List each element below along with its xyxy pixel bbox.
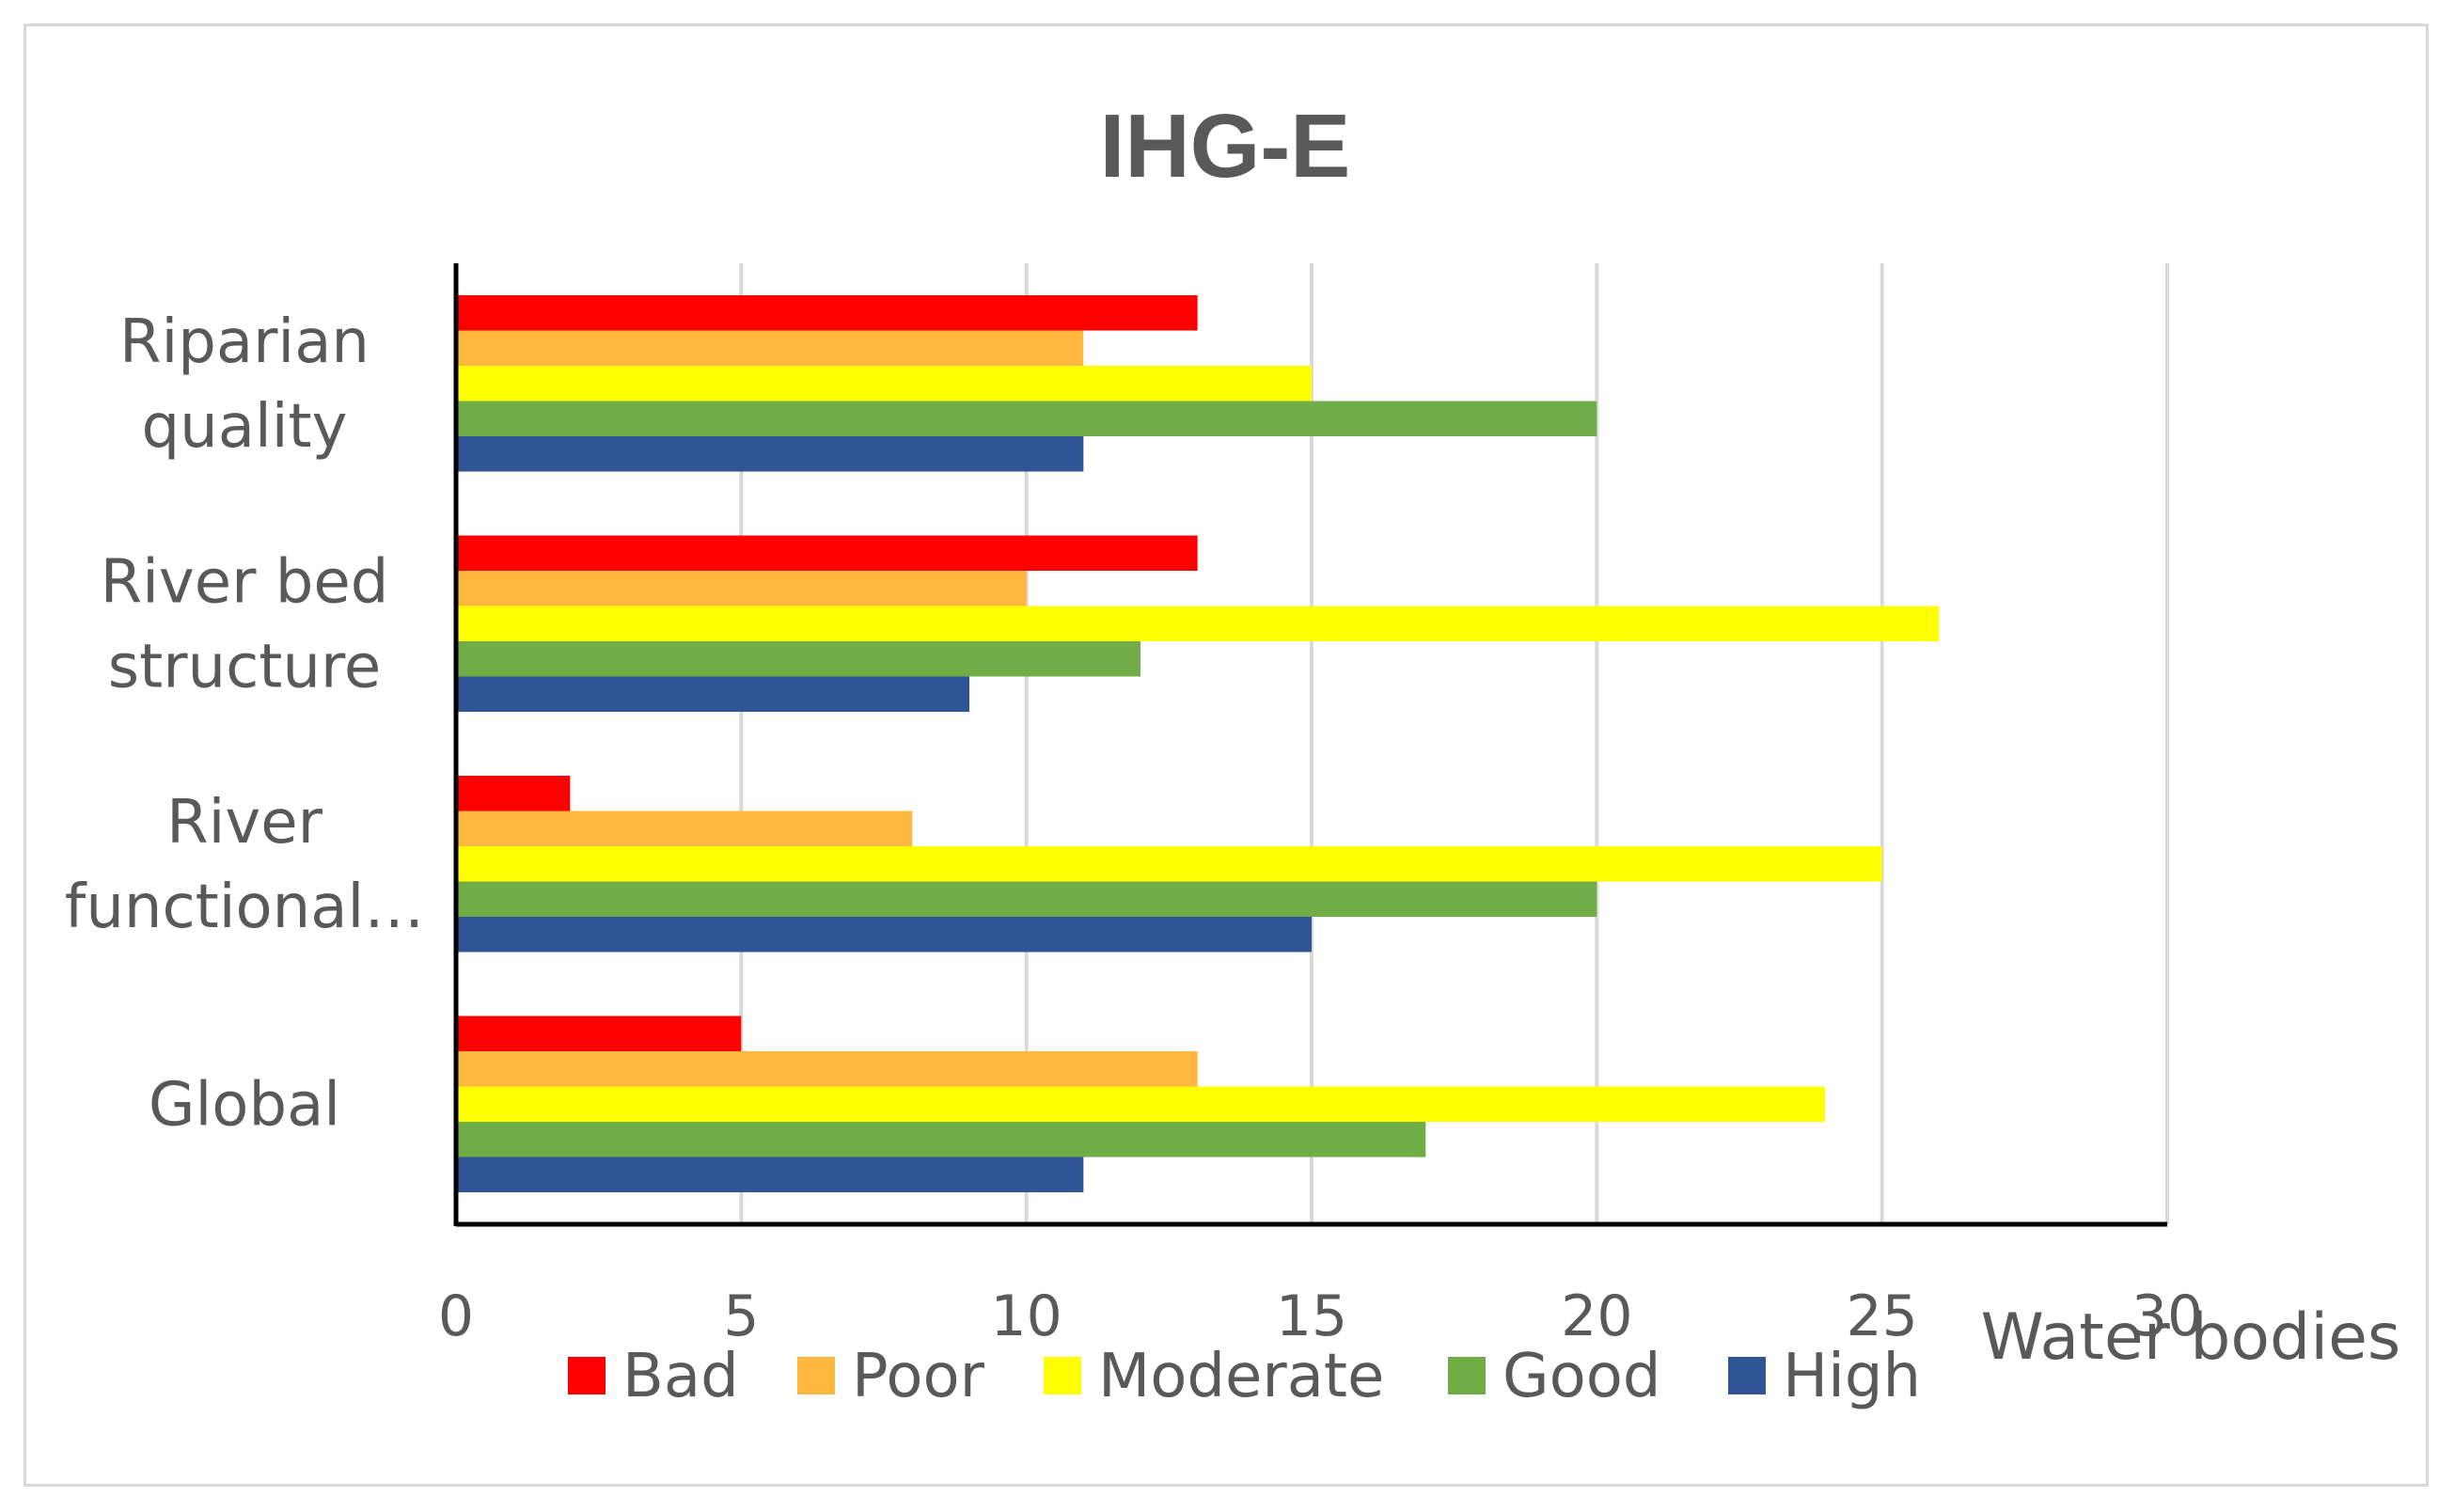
axes [453, 263, 2167, 1227]
legend: Bad Poor Moderate Good High [568, 1342, 1921, 1411]
category-label-0-1: quality [142, 392, 348, 462]
category-label-1-0: River bed [101, 547, 389, 617]
chart-title: IHG-E [1100, 96, 1351, 197]
bar-good-2 [456, 881, 1597, 917]
bar-good-3 [456, 1122, 1426, 1158]
bar-high-1 [456, 676, 969, 712]
category-labels: Riparian quality River bed structure River fu… [65, 307, 424, 1141]
chart-frame [24, 24, 2429, 1487]
bar-good-1 [456, 641, 1140, 677]
x-tick-label-30: 30 [2132, 1284, 2203, 1349]
legend-swatch-bad [568, 1357, 606, 1394]
bar-poor-3 [456, 1051, 1198, 1087]
category-label-1-1: structure [108, 632, 381, 701]
category-label-0-0: Riparian [119, 307, 370, 377]
category-label-3-0: Global [149, 1070, 340, 1140]
x-tick-labels: 0 5 10 15 20 25 30 [438, 1284, 2203, 1349]
bar-poor-1 [456, 571, 1027, 606]
x-axis-title: Water bodies [1981, 1300, 2401, 1375]
legend-swatch-good [1448, 1357, 1486, 1394]
x-tick-label-25: 25 [1846, 1284, 1917, 1349]
legend-swatch-poor [797, 1357, 835, 1394]
x-tick-label-0: 0 [438, 1284, 474, 1349]
bar-moderate-0 [456, 366, 1312, 402]
x-tick-label-5: 5 [723, 1284, 759, 1349]
bar-moderate-3 [456, 1086, 1825, 1122]
bar-poor-0 [456, 330, 1084, 366]
bar-poor-2 [456, 811, 913, 846]
legend-swatch-high [1728, 1357, 1766, 1394]
legend-label-high: High [1783, 1342, 1921, 1411]
legend-swatch-moderate [1044, 1357, 1081, 1394]
bar-moderate-1 [456, 606, 1940, 641]
legend-label-moderate: Moderate [1098, 1342, 1384, 1411]
bar-bad-3 [456, 1016, 742, 1051]
category-label-2-1: functional… [65, 873, 424, 942]
legend-label-bad: Bad [622, 1342, 739, 1411]
bar-bad-1 [456, 535, 1198, 571]
category-label-2-0: River [166, 788, 323, 858]
x-tick-label-20: 20 [1561, 1284, 1632, 1349]
bars [456, 295, 1940, 1192]
legend-label-good: Good [1502, 1342, 1661, 1411]
x-tick-label-15: 15 [1276, 1284, 1347, 1349]
bar-good-0 [456, 401, 1597, 436]
legend-label-poor: Poor [852, 1342, 985, 1411]
bar-high-0 [456, 436, 1084, 472]
bar-moderate-2 [456, 846, 1882, 882]
bar-bad-0 [456, 295, 1198, 331]
bar-high-3 [456, 1157, 1084, 1192]
bar-high-2 [456, 917, 1312, 953]
x-tick-label-10: 10 [990, 1284, 1062, 1349]
bar-bad-2 [456, 776, 571, 811]
